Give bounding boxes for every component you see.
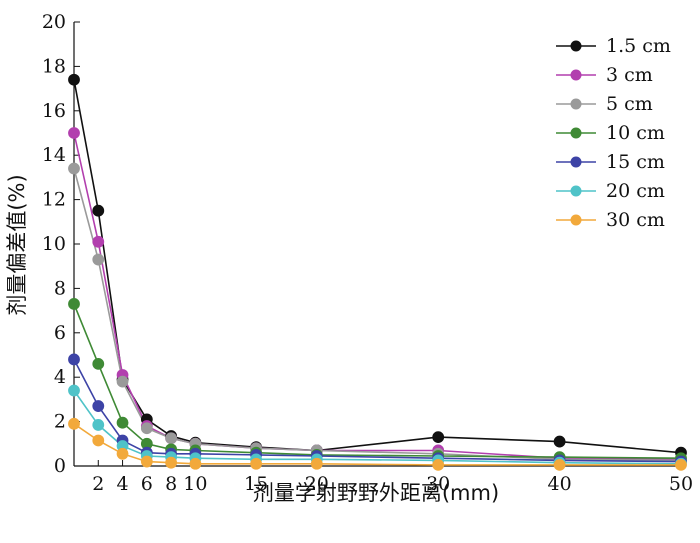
x-tick-label: 20 (305, 473, 329, 495)
y-tick-label: 20 (42, 11, 66, 33)
y-tick-label: 2 (54, 411, 66, 433)
legend-label: 1.5 cm (606, 35, 671, 57)
legend-label: 3 cm (606, 64, 653, 86)
y-tick-label: 10 (42, 233, 66, 255)
legend: 1.5 cm 3 cm 5 cm 10 cm 15 cm 20 cm 30 cm (556, 35, 671, 231)
series-point (68, 298, 80, 310)
x-tick-label: 8 (165, 473, 177, 495)
series-point (189, 457, 202, 470)
series-point (68, 417, 80, 430)
legend-item: 30 cm (556, 209, 665, 231)
legend-swatch-marker (570, 156, 582, 168)
legend-item: 3 cm (556, 64, 653, 86)
x-tick-label: 30 (426, 473, 450, 495)
y-tick-label: 4 (54, 366, 66, 388)
series-point (140, 422, 153, 435)
series-point (92, 434, 105, 447)
series-line-0 (73, 79, 682, 454)
series-point (116, 416, 129, 429)
series-point (432, 458, 445, 471)
y-tick-label: 6 (54, 322, 66, 344)
y-axis-title: 剂量偏差值(%) (5, 174, 29, 315)
x-tick-label: 50 (669, 473, 693, 495)
legend-swatch-marker (570, 185, 582, 197)
series-lines (73, 79, 682, 466)
series-point (553, 435, 566, 448)
legend-label: 30 cm (606, 209, 665, 231)
series-point (92, 253, 105, 266)
legend-label: 20 cm (606, 180, 665, 202)
legend-swatch-marker (570, 127, 582, 139)
series-point (92, 419, 105, 431)
series-point (675, 458, 687, 471)
series-point (432, 431, 445, 444)
series-point (68, 127, 80, 139)
y-tick-label: 16 (42, 100, 66, 122)
series-point (92, 235, 105, 248)
series-points (68, 73, 687, 471)
series-point (68, 384, 80, 397)
legend-label: 5 cm (606, 93, 653, 115)
x-tick-label: 40 (548, 473, 572, 495)
legend-item: 5 cm (556, 93, 653, 115)
legend-label: 15 cm (606, 151, 665, 173)
x-tick-label: 4 (117, 473, 129, 495)
series-point (140, 455, 153, 468)
series-point (250, 457, 263, 470)
series-point (92, 204, 105, 217)
series-point (68, 73, 80, 86)
x-tick-label: 10 (183, 473, 207, 495)
series-point (165, 456, 178, 469)
y-tick-label: 14 (42, 144, 66, 166)
x-axis-title: 剂量学射野野外距离(mm) (253, 481, 499, 505)
y-tick-label: 8 (54, 277, 66, 299)
series-line-2 (73, 168, 682, 462)
y-tick-label: 18 (42, 55, 66, 77)
x-tick-label: 15 (244, 473, 268, 495)
series-point (165, 432, 178, 445)
legend-swatch-marker (570, 40, 582, 52)
series-line-1 (73, 132, 682, 461)
legend-swatch-marker (570, 214, 582, 226)
series-point (92, 357, 105, 370)
legend-item: 1.5 cm (556, 35, 671, 57)
legend-swatch-marker (570, 98, 582, 110)
x-tick-label: 2 (92, 473, 104, 495)
series-point (68, 353, 80, 366)
legend-item: 15 cm (556, 151, 665, 173)
series-point (116, 447, 129, 460)
legend-swatch-marker (570, 69, 582, 81)
y-tick-label: 0 (54, 455, 66, 477)
legend-item: 10 cm (556, 122, 665, 144)
series-point (116, 375, 129, 388)
legend-label: 10 cm (606, 122, 665, 144)
axes (73, 21, 682, 467)
series-line-4 (73, 359, 682, 463)
series-point (553, 458, 566, 471)
x-tick-label: 6 (141, 473, 153, 495)
series-point (68, 162, 80, 175)
series-point (310, 457, 323, 470)
y-tick-label: 12 (42, 189, 66, 211)
legend-item: 20 cm (556, 180, 665, 202)
series-point (92, 400, 105, 412)
